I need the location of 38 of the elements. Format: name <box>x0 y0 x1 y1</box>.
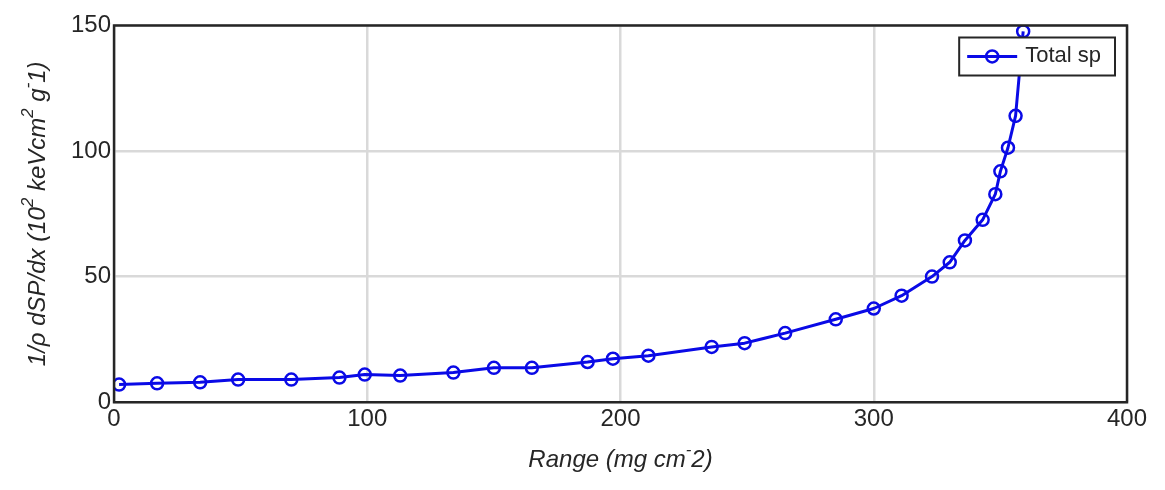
point <box>988 186 1003 202</box>
point <box>641 348 656 363</box>
y-axis-title: 1/ρ dSP/dx (102 keVcm2 g-1) <box>18 61 50 367</box>
point <box>230 372 246 387</box>
x-tick-label: 200 <box>600 404 641 432</box>
y-tick-label: 100 <box>71 135 112 163</box>
point <box>894 288 909 303</box>
x-tick-label: 400 <box>1106 404 1148 432</box>
point <box>357 367 372 382</box>
x-tick-label: 300 <box>853 404 894 432</box>
point <box>284 372 299 387</box>
point <box>924 269 940 284</box>
y-tick-label: 50 <box>84 261 112 289</box>
point <box>828 312 844 327</box>
point <box>524 360 540 376</box>
point <box>446 365 461 380</box>
x-axis-title: Range (mg cm-2) <box>528 440 713 472</box>
legend-label: Total sp <box>1025 42 1102 68</box>
point <box>957 233 973 248</box>
point <box>114 377 127 392</box>
x-tick-label: 100 <box>347 404 388 432</box>
point <box>1000 140 1016 155</box>
point <box>975 212 990 228</box>
point <box>777 325 793 341</box>
point <box>704 339 719 355</box>
y-tick-label: 150 <box>71 10 112 38</box>
point <box>149 376 165 391</box>
point <box>942 255 957 270</box>
point <box>737 335 752 351</box>
point <box>332 370 347 385</box>
point <box>866 301 882 316</box>
point <box>580 354 595 370</box>
point <box>605 351 621 366</box>
point <box>486 360 502 376</box>
point <box>392 368 408 383</box>
point <box>993 164 1008 179</box>
point <box>1008 108 1023 124</box>
point <box>192 375 208 390</box>
